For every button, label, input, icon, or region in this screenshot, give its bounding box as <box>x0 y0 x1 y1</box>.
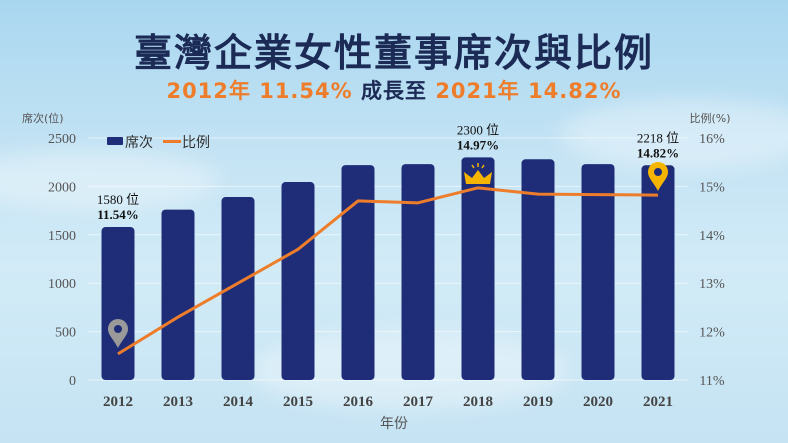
y2-tick-label: 15% <box>699 180 725 195</box>
bar <box>101 227 135 380</box>
cloud-decoration <box>560 100 788 170</box>
annotation-seats: 1580 位 <box>97 192 139 207</box>
subtitle-mid: 成長至 <box>352 79 436 103</box>
legend-bar-label: 席次 <box>125 135 153 151</box>
y-axis-title: 席次(位) <box>22 111 64 125</box>
y-tick-label: 2500 <box>48 132 76 147</box>
bar <box>161 209 195 380</box>
x-tick-label: 2021 <box>643 394 673 410</box>
x-tick-label: 2013 <box>163 394 193 410</box>
bar <box>221 197 255 380</box>
y-tick-label: 1000 <box>48 277 76 292</box>
x-axis-title: 年份 <box>380 416 408 432</box>
x-tick-label: 2020 <box>583 394 613 410</box>
x-tick-label: 2014 <box>223 394 254 410</box>
subtitle-end: 2021年 14.82% <box>435 79 622 103</box>
x-tick-label: 2019 <box>523 394 553 410</box>
x-tick-label: 2016 <box>343 394 374 410</box>
y-tick-label: 2000 <box>48 180 76 195</box>
subtitle: 2012年 11.54% 成長至 2021年 14.82% <box>0 75 788 105</box>
x-tick-label: 2017 <box>403 394 434 410</box>
cloud-decoration <box>0 150 220 210</box>
y2-tick-label: 11% <box>699 374 724 389</box>
y2-tick-label: 16% <box>699 132 725 147</box>
page-title: 臺灣企業女性董事席次與比例 <box>133 31 654 75</box>
map-pin-icon <box>108 319 128 348</box>
y2-tick-label: 12% <box>699 326 725 341</box>
annotation-seats: 2218 位 <box>637 130 679 145</box>
bar <box>521 159 555 380</box>
y2-tick-label: 14% <box>699 229 725 244</box>
map-pin-icon-hole <box>114 325 122 333</box>
legend-line-swatch <box>163 140 181 143</box>
crown-sparkle-icon <box>471 163 485 169</box>
x-tick-label: 2015 <box>283 394 313 410</box>
annotation-ratio: 11.54% <box>97 207 139 222</box>
annotation-seats: 2300 位 <box>457 122 499 137</box>
y-tick-label: 500 <box>55 326 76 341</box>
bar <box>341 165 375 380</box>
annotation-ratio: 14.97% <box>457 137 499 152</box>
x-tick-label: 2012 <box>103 394 133 410</box>
crown-icon <box>464 170 492 184</box>
y-tick-label: 0 <box>69 374 76 389</box>
y2-axis-title: 比例(%) <box>689 111 730 125</box>
annotation-ratio: 14.82% <box>637 145 679 160</box>
subtitle-start: 2012年 11.54% <box>166 79 353 103</box>
y2-tick-label: 13% <box>699 277 725 292</box>
x-tick-label: 2018 <box>463 394 493 410</box>
bar <box>581 164 615 380</box>
legend-line-label: 比例 <box>182 135 210 151</box>
map-pin-icon <box>648 162 668 191</box>
map-pin-icon-hole <box>654 168 662 176</box>
y-tick-label: 1500 <box>48 229 76 244</box>
bar <box>641 165 675 380</box>
ratio-line <box>117 186 659 356</box>
bar <box>281 182 315 380</box>
bar <box>401 164 435 380</box>
bar <box>461 157 495 380</box>
legend-bar-swatch <box>107 137 123 145</box>
